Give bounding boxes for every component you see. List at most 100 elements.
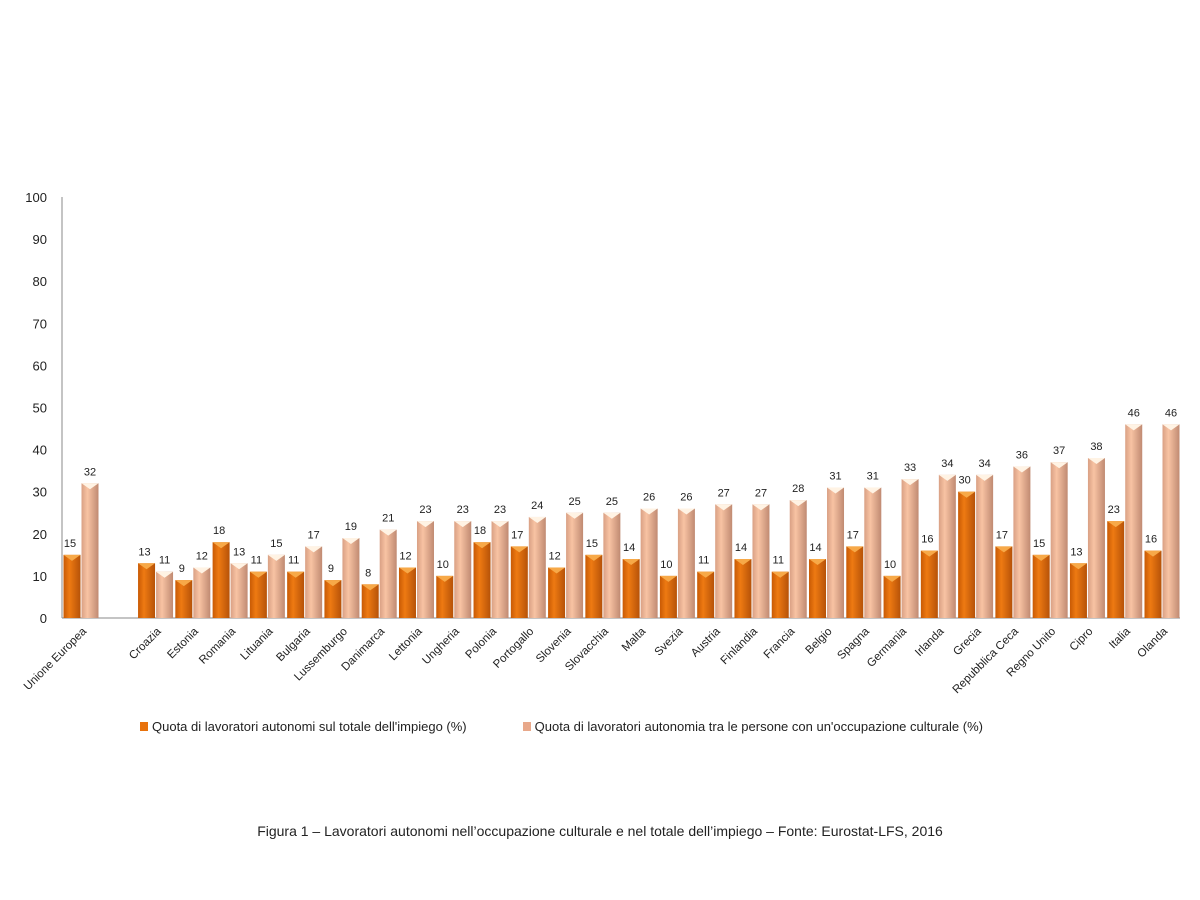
data-label-series-1: 11 bbox=[773, 555, 784, 567]
bar-series-1 bbox=[958, 491, 976, 618]
bar-top-bevel bbox=[622, 559, 640, 566]
data-label-series-2: 26 bbox=[643, 492, 655, 504]
data-label-series-2: 38 bbox=[1090, 441, 1102, 453]
bar-top-bevel bbox=[640, 508, 658, 515]
bar-series-1 bbox=[1032, 554, 1050, 618]
bar-series-2 bbox=[454, 521, 472, 618]
bar-top-bevel bbox=[864, 487, 882, 494]
bar-top-bevel bbox=[175, 580, 193, 587]
bar-top-bevel bbox=[63, 554, 81, 561]
x-tick-label: Malta bbox=[620, 625, 649, 654]
bars bbox=[63, 424, 1180, 618]
data-label-series-2: 37 bbox=[1053, 445, 1065, 457]
data-label-series-1: 11 bbox=[698, 555, 709, 567]
bar-top-bevel bbox=[1144, 550, 1162, 557]
bar-top-bevel bbox=[361, 584, 379, 591]
data-label-series-2: 46 bbox=[1165, 407, 1177, 419]
x-tick-label: Italia bbox=[1107, 625, 1133, 651]
bar-top-bevel bbox=[938, 474, 956, 481]
y-tick-label: 80 bbox=[33, 274, 47, 289]
bar-series-1 bbox=[473, 542, 491, 618]
data-label-series-1: 30 bbox=[958, 475, 970, 487]
legend-item-series-2[interactable]: Quota di lavoratori autonomia tra le per… bbox=[522, 719, 983, 734]
data-label-series-2: 31 bbox=[829, 470, 841, 482]
bar-top-bevel bbox=[267, 554, 285, 561]
y-tick-label: 60 bbox=[33, 358, 47, 373]
bar-series-1 bbox=[771, 571, 789, 618]
data-label-series-1: 18 bbox=[213, 525, 225, 537]
bar-top-bevel bbox=[677, 508, 695, 515]
bar-top-bevel bbox=[976, 474, 994, 481]
y-tick-label: 20 bbox=[33, 527, 47, 542]
bar-top-bevel bbox=[1032, 554, 1050, 561]
x-tick-label: Francia bbox=[762, 625, 798, 661]
data-label-series-1: 16 bbox=[1145, 534, 1157, 546]
data-label-series-1: 14 bbox=[809, 542, 821, 554]
x-tick-label: Estonia bbox=[165, 625, 201, 661]
bar-series-2 bbox=[1013, 466, 1031, 618]
x-tick-label: Austria bbox=[689, 625, 723, 659]
data-label-series-1: 14 bbox=[623, 542, 635, 554]
x-tick-label: Cipro bbox=[1068, 626, 1096, 654]
data-label-series-1: 12 bbox=[548, 550, 560, 562]
x-tick-label: Unione Europea bbox=[22, 625, 90, 693]
data-label-series-1: 16 bbox=[921, 534, 933, 546]
bar-series-2 bbox=[752, 504, 770, 618]
x-tick-label: Germania bbox=[865, 625, 910, 670]
data-label-series-2: 15 bbox=[270, 538, 282, 550]
x-tick-label: Spagna bbox=[835, 625, 872, 662]
data-label-series-1: 17 bbox=[511, 529, 523, 541]
x-tick-label: Finlandia bbox=[719, 625, 761, 667]
bar-top-bevel bbox=[789, 500, 807, 507]
data-label-series-1: 15 bbox=[586, 538, 598, 550]
bar-series-2 bbox=[938, 474, 956, 618]
bar-series-1 bbox=[809, 559, 827, 618]
bar-top-bevel bbox=[1087, 458, 1105, 465]
bar-series-2 bbox=[976, 474, 994, 618]
x-tick-label: Ungheria bbox=[420, 625, 462, 667]
x-tick-label: Belgio bbox=[804, 626, 835, 657]
bar-series-2 bbox=[81, 483, 99, 618]
bar-series-2 bbox=[230, 563, 248, 618]
data-label-series-1: 13 bbox=[1070, 546, 1082, 558]
data-label-series-2: 25 bbox=[606, 496, 618, 508]
bar-top-bevel bbox=[81, 483, 99, 490]
bar-series-1 bbox=[920, 550, 938, 618]
x-tick-label: Svezia bbox=[653, 625, 686, 658]
bar-top-bevel bbox=[1050, 462, 1068, 469]
bar-series-2 bbox=[156, 571, 174, 618]
bar-top-bevel bbox=[771, 571, 789, 578]
y-tick-label: 50 bbox=[33, 401, 47, 416]
x-tick-label: Irlanda bbox=[913, 625, 947, 659]
bar-top-bevel bbox=[193, 567, 211, 574]
bar-top-bevel bbox=[809, 559, 827, 566]
bar-top-bevel bbox=[528, 516, 546, 523]
x-tick-label: Bulgaria bbox=[274, 625, 313, 664]
bar-series-1 bbox=[63, 554, 81, 618]
data-label-series-1: 13 bbox=[138, 546, 150, 558]
legend: Quota di lavoratori autonomi sul totale … bbox=[140, 719, 1140, 734]
data-label-series-1: 14 bbox=[735, 542, 747, 554]
bar-series-1 bbox=[175, 580, 193, 618]
bar-series-1 bbox=[846, 546, 864, 618]
bar-series-1 bbox=[324, 580, 342, 618]
bar-series-2 bbox=[1125, 424, 1143, 618]
legend-label-series-2: Quota di lavoratori autonomia tra le per… bbox=[534, 719, 983, 734]
data-label-series-1: 17 bbox=[996, 529, 1008, 541]
bar-series-1 bbox=[510, 546, 528, 618]
bar-series-1 bbox=[287, 571, 305, 618]
x-tick-label: Olanda bbox=[1135, 625, 1170, 660]
bar-series-1 bbox=[883, 575, 901, 618]
bar-series-1 bbox=[995, 546, 1013, 618]
bar-top-bevel bbox=[827, 487, 845, 494]
data-label-series-2: 25 bbox=[568, 496, 580, 508]
bar-series-2 bbox=[715, 504, 733, 618]
bar-top-bevel bbox=[1107, 521, 1125, 528]
legend-item-series-1[interactable]: Quota di lavoratori autonomi sul totale … bbox=[140, 719, 467, 734]
bar-series-2 bbox=[379, 529, 397, 618]
bar-top-bevel bbox=[436, 575, 454, 582]
bar-series-2 bbox=[416, 521, 434, 618]
figure-caption: Figura 1 – Lavoratori autonomi nell’occu… bbox=[257, 823, 943, 839]
y-tick-label: 40 bbox=[33, 443, 47, 458]
